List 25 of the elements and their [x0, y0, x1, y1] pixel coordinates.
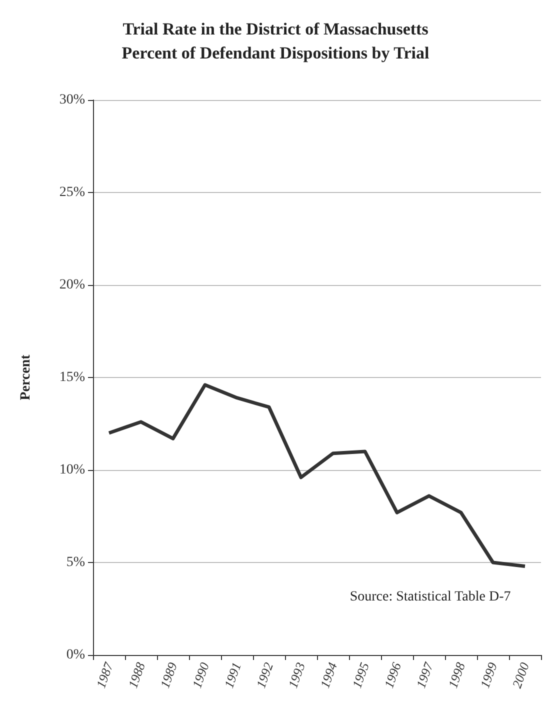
y-tick-label: 15% [59, 370, 86, 385]
x-tick-label: 1988 [125, 660, 148, 690]
x-tick-label: 1995 [349, 660, 372, 690]
x-tick-label: 1992 [253, 660, 276, 690]
x-tick-label: 2000 [509, 660, 532, 690]
y-tick-label: 5% [66, 555, 86, 570]
y-tick-label: 20% [59, 278, 86, 292]
x-tick-label: 1994 [317, 660, 340, 690]
x-tick-label: 1991 [221, 660, 244, 690]
x-tick-label: 1997 [413, 660, 436, 690]
x-tick-label: 1993 [285, 660, 308, 690]
y-tick-label: 30% [59, 92, 86, 108]
x-tick-label: 1989 [157, 660, 180, 690]
chart-title: Trial Rate in the District of Massachusetts Percent of Defendant Dispositions by Trial [122, 20, 430, 62]
x-tick-label: 1998 [445, 660, 468, 690]
y-tick-label: 0% [66, 648, 86, 662]
x-tick-label: 1996 [381, 660, 404, 690]
y-tick-label: 25% [59, 185, 86, 200]
line-series [107, 383, 527, 568]
y-axis-title: Percent [18, 354, 34, 400]
x-tick-label: 1987 [93, 660, 116, 690]
y-tick-label: 10% [59, 462, 86, 478]
x-tick-label: 1999 [477, 660, 500, 690]
annotation: Source: Statistical Table D-7 [350, 590, 511, 604]
x-tick-label: 1990 [189, 660, 212, 690]
